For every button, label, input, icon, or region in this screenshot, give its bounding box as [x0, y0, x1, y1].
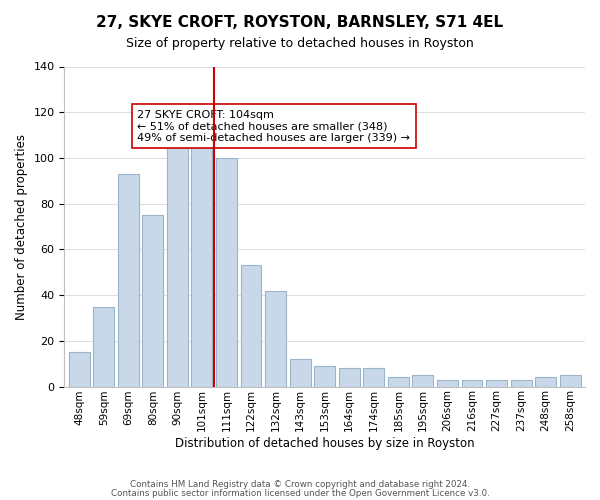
- Bar: [535, 378, 556, 386]
- Bar: [388, 378, 409, 386]
- Bar: [412, 375, 433, 386]
- Text: 27, SKYE CROFT, ROYSTON, BARNSLEY, S71 4EL: 27, SKYE CROFT, ROYSTON, BARNSLEY, S71 4…: [97, 15, 503, 30]
- Bar: [437, 380, 458, 386]
- Bar: [314, 366, 335, 386]
- X-axis label: Distribution of detached houses by size in Royston: Distribution of detached houses by size …: [175, 437, 475, 450]
- Bar: [511, 380, 532, 386]
- Bar: [364, 368, 384, 386]
- Bar: [93, 306, 114, 386]
- Bar: [216, 158, 237, 386]
- Bar: [241, 266, 262, 386]
- Bar: [191, 128, 212, 386]
- Y-axis label: Number of detached properties: Number of detached properties: [15, 134, 28, 320]
- Text: Size of property relative to detached houses in Royston: Size of property relative to detached ho…: [126, 38, 474, 51]
- Text: Contains public sector information licensed under the Open Government Licence v3: Contains public sector information licen…: [110, 489, 490, 498]
- Text: Contains HM Land Registry data © Crown copyright and database right 2024.: Contains HM Land Registry data © Crown c…: [130, 480, 470, 489]
- Bar: [461, 380, 482, 386]
- Bar: [265, 290, 286, 386]
- Bar: [560, 375, 581, 386]
- Bar: [142, 215, 163, 386]
- Bar: [339, 368, 359, 386]
- Bar: [486, 380, 507, 386]
- Bar: [290, 359, 311, 386]
- Bar: [167, 144, 188, 386]
- Bar: [69, 352, 89, 386]
- Bar: [118, 174, 139, 386]
- Text: 27 SKYE CROFT: 104sqm
← 51% of detached houses are smaller (348)
49% of semi-det: 27 SKYE CROFT: 104sqm ← 51% of detached …: [137, 110, 410, 143]
